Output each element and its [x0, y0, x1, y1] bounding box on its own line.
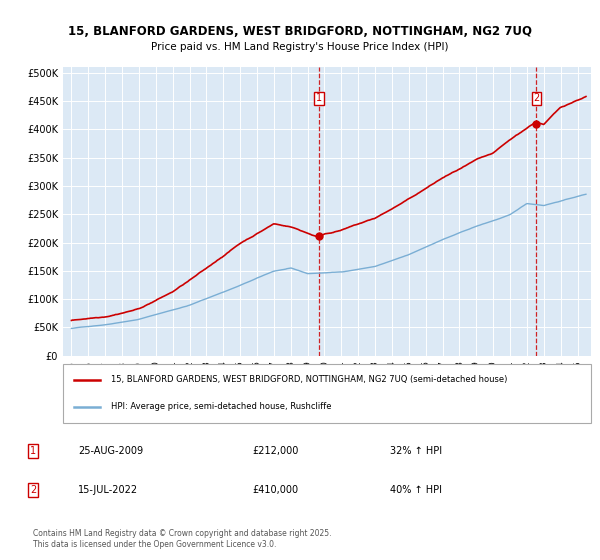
Text: 25-AUG-2009: 25-AUG-2009 [78, 446, 143, 456]
Text: 1: 1 [316, 94, 322, 103]
Text: 15, BLANFORD GARDENS, WEST BRIDGFORD, NOTTINGHAM, NG2 7UQ (semi-detached house): 15, BLANFORD GARDENS, WEST BRIDGFORD, NO… [110, 375, 507, 384]
Text: Price paid vs. HM Land Registry's House Price Index (HPI): Price paid vs. HM Land Registry's House … [151, 42, 449, 52]
Text: 2: 2 [30, 485, 36, 495]
Text: HPI: Average price, semi-detached house, Rushcliffe: HPI: Average price, semi-detached house,… [110, 403, 331, 412]
Text: £212,000: £212,000 [252, 446, 298, 456]
Text: 15-JUL-2022: 15-JUL-2022 [78, 485, 138, 495]
Text: 2: 2 [533, 94, 539, 103]
Text: 15, BLANFORD GARDENS, WEST BRIDGFORD, NOTTINGHAM, NG2 7UQ: 15, BLANFORD GARDENS, WEST BRIDGFORD, NO… [68, 25, 532, 38]
Text: 1: 1 [30, 446, 36, 456]
Text: Contains HM Land Registry data © Crown copyright and database right 2025.
This d: Contains HM Land Registry data © Crown c… [33, 529, 331, 549]
Text: 40% ↑ HPI: 40% ↑ HPI [390, 485, 442, 495]
Text: 32% ↑ HPI: 32% ↑ HPI [390, 446, 442, 456]
Text: £410,000: £410,000 [252, 485, 298, 495]
FancyBboxPatch shape [63, 364, 591, 423]
